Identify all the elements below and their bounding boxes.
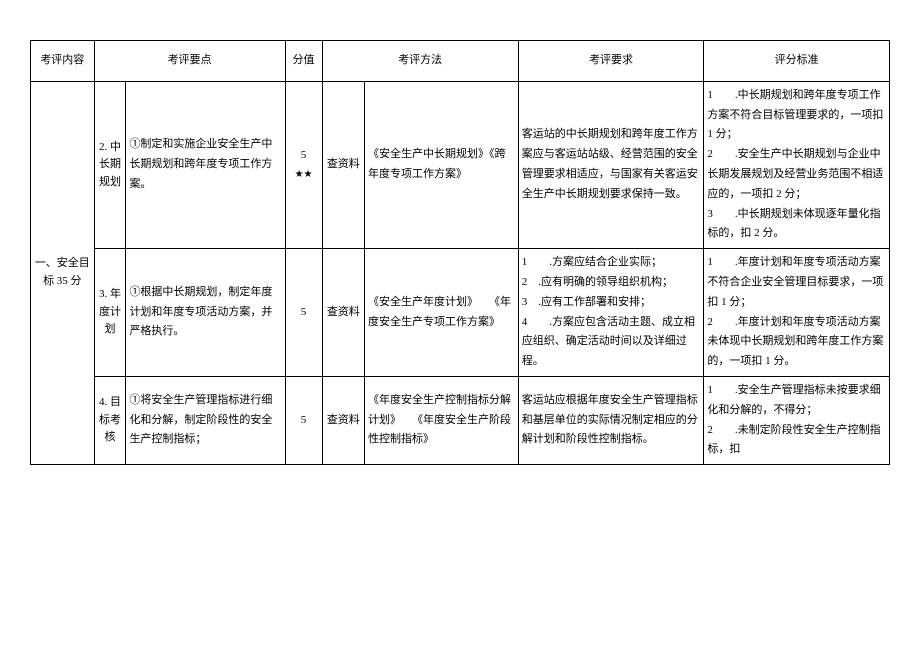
category-cell: 一、安全目标 35 分	[31, 81, 95, 464]
header-row: 考评内容 考评要点 分值 考评方法 考评要求 评分标准	[31, 41, 890, 82]
header-method: 考评方法	[322, 41, 518, 82]
points-cell: ①根据中长期规划，制定年度计划和年度专项活动方案，并严格执行。	[126, 249, 285, 377]
requirement-cell: 客运站应根据年度安全生产管理指标和基层单位的实际情况制定相应的分解计划和阶段性控…	[518, 376, 704, 464]
header-score: 分值	[285, 41, 322, 82]
standard-cell: 1 .中长期规划和跨年度专项工作方案不符合目标管理要求的，一项扣 1 分；2 .…	[704, 81, 890, 248]
header-requirement: 考评要求	[518, 41, 704, 82]
header-points: 考评要点	[94, 41, 285, 82]
method-cell: 查资料	[322, 249, 364, 377]
standard-cell: 1 .年度计划和年度专项活动方案不符合企业安全管理目标要求，一项扣 1 分；2 …	[704, 249, 890, 377]
sub-cell: 4. 目标考核	[94, 376, 126, 464]
method-cell: 查资料	[322, 376, 364, 464]
header-standard: 评分标准	[704, 41, 890, 82]
methoddesc-cell: 《年度安全生产控制指标分解计划》 《年度安全生产阶段性控制指标》	[365, 376, 519, 464]
score-cell: 5 ★★	[285, 81, 322, 248]
points-cell: ①将安全生产管理指标进行细化和分解，制定阶段性的安全生产控制指标；	[126, 376, 285, 464]
table-row: 3. 年度计划 ①根据中长期规划，制定年度计划和年度专项活动方案，并严格执行。 …	[31, 249, 890, 377]
requirement-cell: 客运站的中长期规划和跨年度工作方案应与客运站站级、经营范围的安全管理要求相适应，…	[518, 81, 704, 248]
methoddesc-cell: 《安全生产中长期规划》《跨年度专项工作方案》	[365, 81, 519, 248]
score-cell: 5	[285, 376, 322, 464]
requirement-cell: 1 .方案应结合企业实际；2 .应有明确的领导组织机构；3 .应有工作部署和安排…	[518, 249, 704, 377]
header-content: 考评内容	[31, 41, 95, 82]
methoddesc-cell: 《安全生产年度计划》 《年度安全生产专项工作方案》	[365, 249, 519, 377]
standard-cell: 1 .安全生产管理指标未按要求细化和分解的，不得分；2 .未制定阶段性安全生产控…	[704, 376, 890, 464]
evaluation-table: 考评内容 考评要点 分值 考评方法 考评要求 评分标准 一、安全目标 35 分 …	[30, 40, 890, 465]
table-row: 4. 目标考核 ①将安全生产管理指标进行细化和分解，制定阶段性的安全生产控制指标…	[31, 376, 890, 464]
score-value: 5	[289, 146, 319, 166]
table-row: 一、安全目标 35 分 2. 中长期规划 ①制定和实施企业安全生产中长期规划和跨…	[31, 81, 890, 248]
sub-cell: 3. 年度计划	[94, 249, 126, 377]
method-cell: 查资料	[322, 81, 364, 248]
points-cell: ①制定和实施企业安全生产中长期规划和跨年度专项工作方案。	[126, 81, 285, 248]
score-cell: 5	[285, 249, 322, 377]
star-rating: ★★	[289, 166, 319, 184]
sub-cell: 2. 中长期规划	[94, 81, 126, 248]
